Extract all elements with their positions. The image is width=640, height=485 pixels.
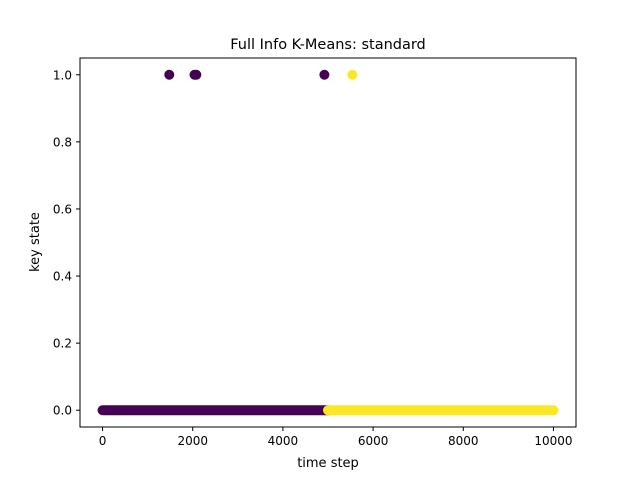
plot-frame [79, 57, 577, 428]
y-axis-label: key state [28, 212, 43, 272]
x-tick-label: 0 [99, 434, 107, 448]
y-tick-label: 0.4 [53, 270, 72, 284]
y-axis: 0.0 0.2 0.4 0.6 0.8 1.0 [53, 68, 80, 418]
y-tick-label: 1.0 [53, 68, 72, 82]
x-axis-label: time step [297, 456, 359, 471]
x-tick-label: 6000 [358, 434, 389, 448]
y-tick-label: 0.0 [53, 404, 72, 418]
y-tick-label: 0.8 [53, 135, 72, 149]
x-tick-label: 8000 [448, 434, 479, 448]
x-tick-label: 4000 [268, 434, 299, 448]
marks-layer [97, 69, 559, 416]
y-tick-label: 0.6 [53, 202, 72, 216]
series-1 [323, 69, 559, 416]
x-tick-label: 2000 [177, 434, 208, 448]
data-point [191, 69, 202, 80]
x-tick-label: 10000 [534, 434, 572, 448]
y-tick-label: 0.2 [53, 337, 72, 351]
x-axis: 0 2000 4000 6000 8000 10000 [99, 427, 573, 448]
data-point [164, 69, 175, 80]
chart-title: Full Info K-Means: standard [230, 37, 426, 53]
data-point [347, 69, 358, 80]
series-0 [97, 69, 333, 416]
data-point [319, 69, 330, 80]
